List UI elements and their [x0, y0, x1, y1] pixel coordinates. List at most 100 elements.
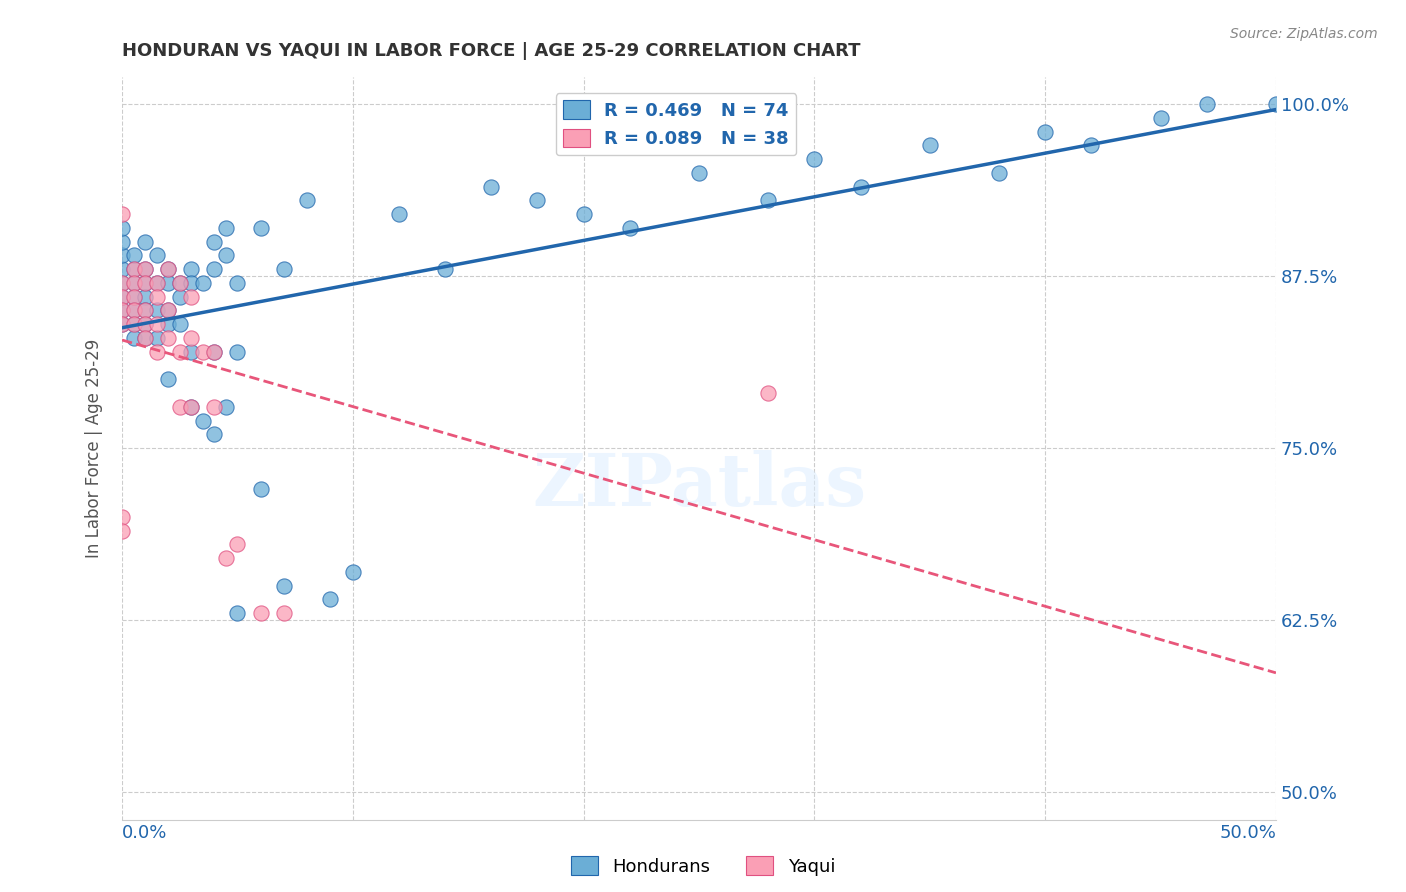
- Point: [226, 606, 249, 620]
- Point: [111, 317, 134, 331]
- Point: [111, 221, 134, 235]
- Point: [122, 303, 145, 318]
- Point: [226, 537, 249, 551]
- Point: [434, 262, 457, 277]
- Point: [202, 262, 225, 277]
- Y-axis label: In Labor Force | Age 25-29: In Labor Force | Age 25-29: [86, 338, 103, 558]
- Point: [122, 262, 145, 277]
- Point: [157, 317, 180, 331]
- Point: [619, 221, 641, 235]
- Point: [215, 248, 238, 262]
- Point: [134, 303, 156, 318]
- Point: [134, 317, 156, 331]
- Point: [1080, 138, 1102, 153]
- Point: [756, 386, 779, 401]
- Point: [157, 262, 180, 277]
- Point: [122, 276, 145, 290]
- Point: [157, 372, 180, 386]
- Point: [388, 207, 411, 221]
- Point: [1033, 125, 1056, 139]
- Point: [145, 276, 167, 290]
- Point: [134, 331, 156, 345]
- Point: [157, 262, 180, 277]
- Point: [122, 290, 145, 304]
- Point: [111, 207, 134, 221]
- Text: 0.0%: 0.0%: [122, 823, 167, 842]
- Point: [215, 400, 238, 414]
- Point: [803, 152, 825, 166]
- Point: [134, 262, 156, 277]
- Point: [145, 248, 167, 262]
- Text: Source: ZipAtlas.com: Source: ZipAtlas.com: [1230, 27, 1378, 41]
- Point: [122, 290, 145, 304]
- Point: [111, 248, 134, 262]
- Point: [145, 290, 167, 304]
- Point: [157, 303, 180, 318]
- Point: [111, 509, 134, 524]
- Point: [180, 344, 202, 359]
- Point: [134, 303, 156, 318]
- Point: [111, 290, 134, 304]
- Point: [145, 331, 167, 345]
- Point: [295, 194, 318, 208]
- Point: [111, 235, 134, 249]
- Point: [202, 344, 225, 359]
- Point: [202, 400, 225, 414]
- Point: [134, 290, 156, 304]
- Point: [111, 303, 134, 318]
- Point: [145, 303, 167, 318]
- Point: [134, 317, 156, 331]
- Point: [122, 317, 145, 331]
- Point: [226, 276, 249, 290]
- Point: [111, 276, 134, 290]
- Point: [249, 606, 271, 620]
- Point: [273, 606, 295, 620]
- Point: [145, 276, 167, 290]
- Point: [111, 290, 134, 304]
- Point: [111, 276, 134, 290]
- Point: [169, 276, 191, 290]
- Point: [180, 276, 202, 290]
- Point: [273, 262, 295, 277]
- Point: [572, 207, 595, 221]
- Point: [157, 303, 180, 318]
- Point: [122, 248, 145, 262]
- Point: [1149, 111, 1171, 125]
- Point: [988, 166, 1011, 180]
- Point: [202, 344, 225, 359]
- Point: [134, 276, 156, 290]
- Legend: Hondurans, Yaqui: Hondurans, Yaqui: [564, 849, 842, 883]
- Text: 50.0%: 50.0%: [1219, 823, 1277, 842]
- Point: [1195, 97, 1218, 112]
- Point: [191, 344, 214, 359]
- Point: [215, 551, 238, 566]
- Text: ZIPatlas: ZIPatlas: [531, 450, 866, 521]
- Point: [122, 262, 145, 277]
- Point: [134, 262, 156, 277]
- Point: [526, 194, 548, 208]
- Point: [169, 290, 191, 304]
- Point: [756, 194, 779, 208]
- Point: [134, 331, 156, 345]
- Point: [169, 317, 191, 331]
- Point: [122, 317, 145, 331]
- Point: [849, 179, 872, 194]
- Point: [226, 344, 249, 359]
- Text: HONDURAN VS YAQUI IN LABOR FORCE | AGE 25-29 CORRELATION CHART: HONDURAN VS YAQUI IN LABOR FORCE | AGE 2…: [122, 42, 860, 60]
- Point: [122, 276, 145, 290]
- Point: [215, 221, 238, 235]
- Point: [202, 235, 225, 249]
- Point: [145, 317, 167, 331]
- Point: [918, 138, 941, 153]
- Point: [249, 483, 271, 497]
- Point: [249, 221, 271, 235]
- Point: [122, 303, 145, 318]
- Point: [111, 524, 134, 538]
- Point: [180, 290, 202, 304]
- Point: [191, 276, 214, 290]
- Point: [157, 331, 180, 345]
- Point: [1265, 97, 1288, 112]
- Point: [122, 331, 145, 345]
- Point: [180, 400, 202, 414]
- Legend: R = 0.469   N = 74, R = 0.089   N = 38: R = 0.469 N = 74, R = 0.089 N = 38: [555, 93, 796, 155]
